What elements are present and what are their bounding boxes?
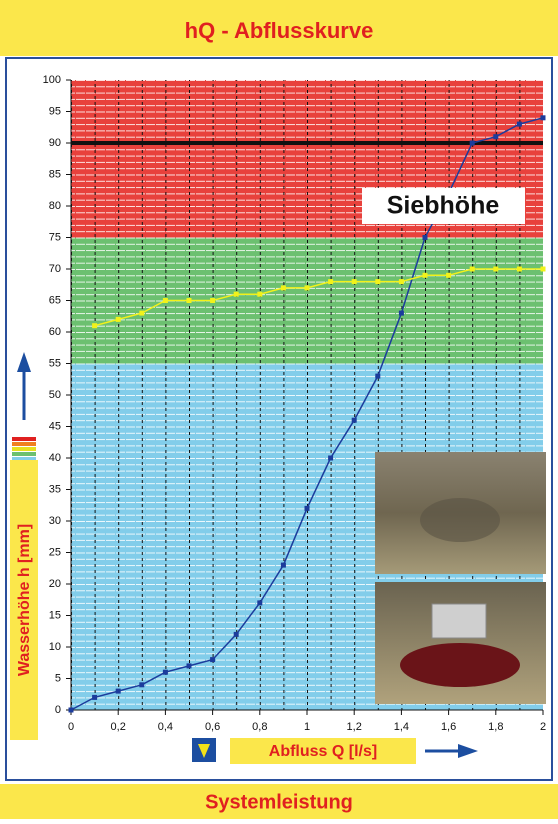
point: [517, 122, 522, 127]
x-tick-label: 0: [68, 721, 74, 733]
footer: Systemleistung: [205, 791, 353, 813]
y-tick-label: 15: [49, 609, 61, 621]
y-tick-label: 95: [49, 105, 61, 117]
y-tick-label: 50: [49, 389, 61, 401]
color-key: [12, 447, 36, 451]
chart: hQ - Abflusskurve Systemleistung Wasserh…: [0, 0, 558, 819]
photo-detail: [400, 643, 520, 687]
point: [328, 279, 333, 284]
point: [470, 267, 475, 272]
y-tick-label: 100: [43, 74, 61, 86]
x-tick-label: 0,8: [252, 721, 267, 733]
photo-detail: [420, 498, 500, 542]
point: [399, 311, 404, 316]
y-arrow-head: [17, 352, 31, 372]
y-tick-label: 90: [49, 137, 61, 149]
point: [234, 292, 239, 297]
y-tick-label: 55: [49, 357, 61, 369]
y-tick-label: 85: [49, 168, 61, 180]
point: [139, 311, 144, 316]
x-tick-label: 1,6: [441, 721, 456, 733]
y-tick-label: 0: [55, 704, 61, 716]
x-tick-label: 2: [540, 721, 546, 733]
y-tick-label: 70: [49, 263, 61, 275]
point: [423, 235, 428, 240]
point: [375, 279, 380, 284]
x-tick-label: 0,4: [158, 721, 173, 733]
point: [281, 285, 286, 290]
page: {"chart_data": {"type": "line", "title":…: [0, 0, 558, 819]
point: [210, 298, 215, 303]
y-tick-label: 25: [49, 546, 61, 558]
point: [92, 323, 97, 328]
point: [541, 115, 546, 120]
point: [470, 141, 475, 146]
x-tick-label: 1,8: [488, 721, 503, 733]
point: [116, 317, 121, 322]
point: [352, 418, 357, 423]
x-tick-label: 0,2: [111, 721, 126, 733]
point: [234, 632, 239, 637]
point: [446, 273, 451, 278]
point: [352, 279, 357, 284]
point: [187, 663, 192, 668]
point: [187, 298, 192, 303]
x-tick-label: 0,6: [205, 721, 220, 733]
point: [328, 456, 333, 461]
color-key: [12, 452, 36, 456]
y-tick-label: 65: [49, 294, 61, 306]
point: [257, 292, 262, 297]
point: [399, 279, 404, 284]
point: [541, 267, 546, 272]
y-tick-label: 30: [49, 515, 61, 527]
color-key: [12, 457, 36, 460]
y-tick-label: 75: [49, 231, 61, 243]
point: [305, 506, 310, 511]
point: [517, 267, 522, 272]
y-tick-label: 35: [49, 483, 61, 495]
point: [163, 670, 168, 675]
y-axis-label: Wasserhöhe h [mm]: [16, 524, 33, 676]
point: [163, 298, 168, 303]
x-tick-label: 1,4: [394, 721, 409, 733]
chart-title: hQ - Abflusskurve: [185, 18, 374, 43]
point: [210, 657, 215, 662]
point: [375, 374, 380, 379]
photo-detail: [432, 604, 486, 638]
color-key: [12, 437, 36, 441]
point: [493, 267, 498, 272]
x-axis-label: Abfluss Q [l/s]: [269, 743, 377, 760]
x-arrow-head: [458, 744, 478, 758]
point: [423, 273, 428, 278]
point: [139, 682, 144, 687]
y-tick-label: 80: [49, 200, 61, 212]
point: [257, 600, 262, 605]
annotation: Siebhöhe: [387, 192, 500, 220]
y-tick-label: 40: [49, 452, 61, 464]
point: [116, 689, 121, 694]
point: [92, 695, 97, 700]
color-key: [12, 442, 36, 446]
y-tick-label: 60: [49, 326, 61, 338]
y-tick-label: 20: [49, 578, 61, 590]
point: [493, 134, 498, 139]
y-tick-label: 45: [49, 420, 61, 432]
point: [281, 563, 286, 568]
point: [69, 708, 74, 713]
y-tick-label: 10: [49, 641, 61, 653]
x-tick-label: 1: [304, 721, 310, 733]
x-tick-label: 1,2: [347, 721, 362, 733]
y-tick-label: 5: [55, 672, 61, 684]
point: [305, 285, 310, 290]
